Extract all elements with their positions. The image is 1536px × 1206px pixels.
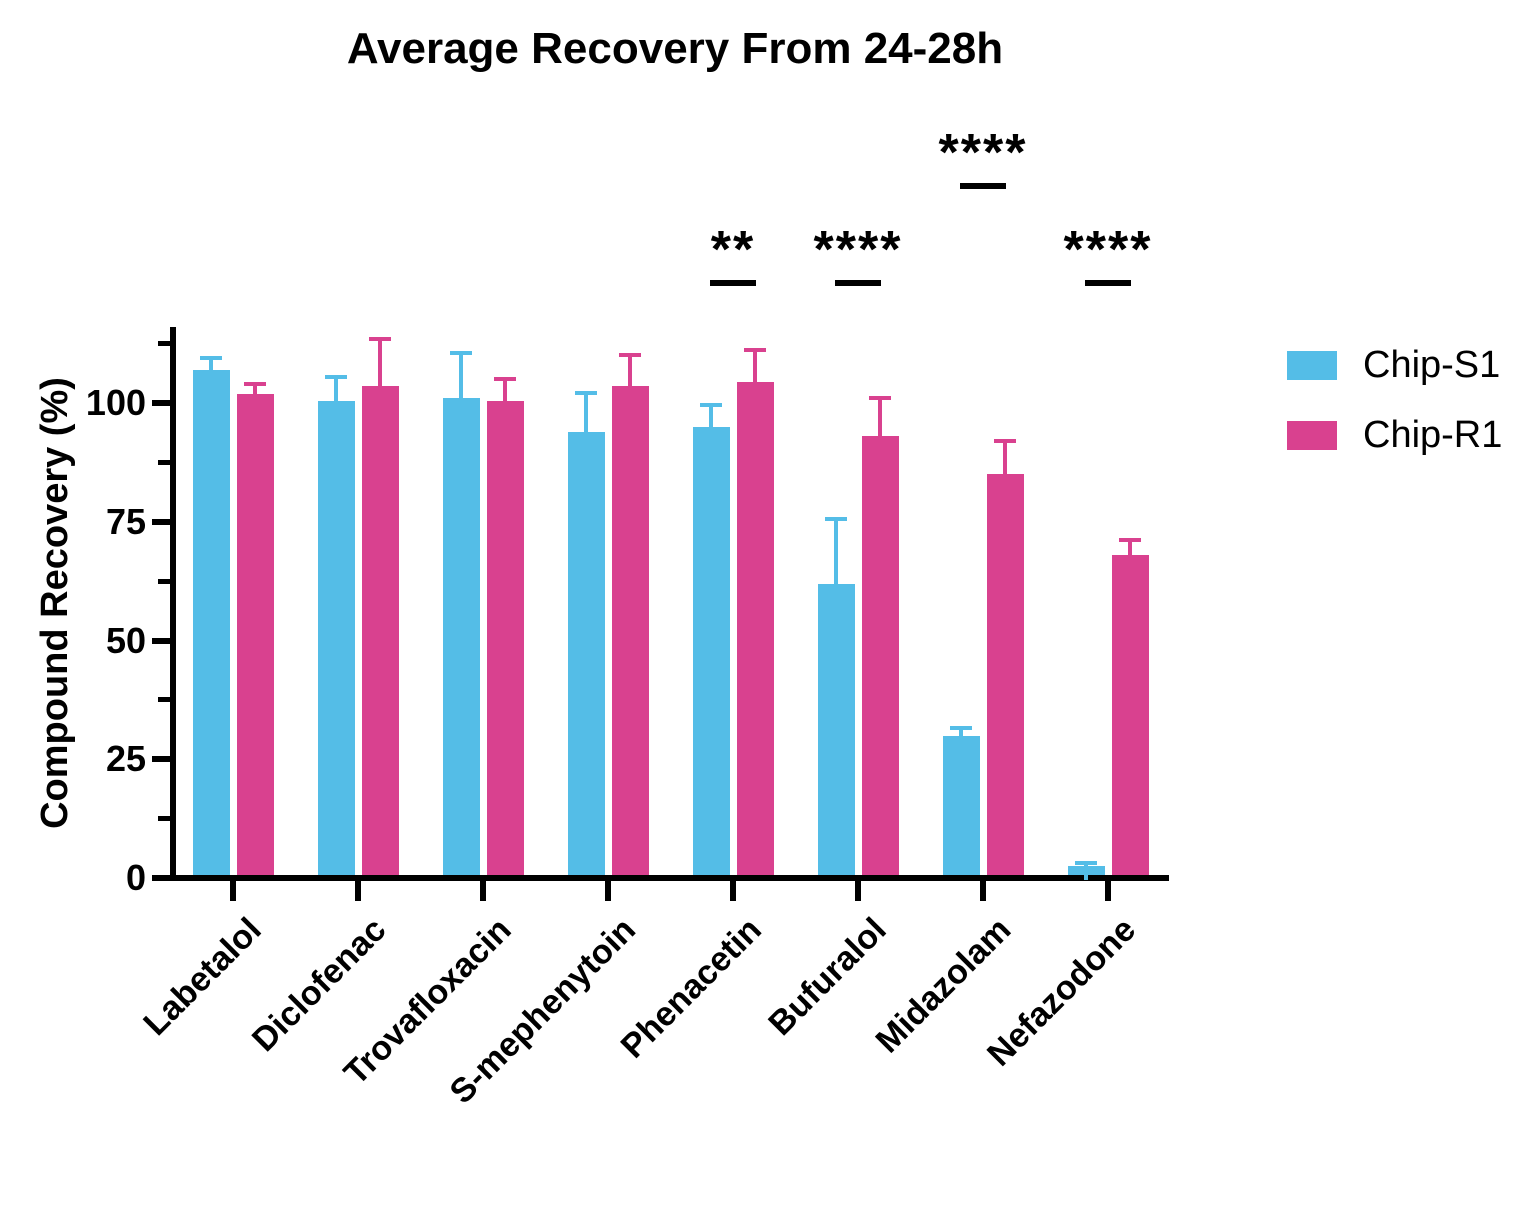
x-tick [1105,881,1111,901]
bar-chip-r1-nefazodone [1111,555,1149,875]
y-tick-label: 25 [105,738,146,780]
error-bar-chip-s1-phenacetin [709,403,713,441]
y-tick-label: 50 [105,619,146,661]
y-major-tick [152,400,170,406]
y-major-tick [152,637,170,644]
legend-swatch-chip-s1 [1287,350,1337,380]
error-cap-chip-r1-nefazodone [1119,538,1141,543]
y-tick-label: 100 [85,382,146,423]
bar-chip-r1-bufuralol [861,436,899,875]
x-axis-line [170,875,1169,881]
y-minor-tick [158,578,170,584]
significance-stars-phenacetin: ** [710,221,756,279]
y-major-tick [152,756,170,763]
error-bar-chip-r1-s-mephenytoin [628,353,632,401]
error-cap-chip-s1-diclofenac [325,374,347,379]
error-cap-chip-s1-labetalol [200,355,222,360]
bar-chip-s1-midazolam [942,735,980,875]
significance-line-midazolam [960,183,1006,189]
error-cap-chip-r1-s-mephenytoin [619,353,641,358]
x-tick [230,881,236,901]
error-bar-chip-r1-trovafloxacin [503,376,507,415]
bar-chip-s1-phenacetin [692,426,730,875]
error-bar-chip-r1-bufuralol [878,395,882,451]
error-cap-chip-s1-nefazodone [1075,861,1097,866]
significance-line-phenacetin [710,280,756,286]
legend-row-chip-r1: Chip-R1 [1287,416,1502,454]
y-tick-label: 75 [105,500,146,542]
legend-label-chip-s1: Chip-S1 [1363,344,1501,386]
error-cap-chip-r1-diclofenac [369,336,391,341]
error-bar-chip-r1-diclofenac [378,336,382,401]
bar-chip-s1-s-mephenytoin [567,431,605,875]
legend-swatch-chip-r1 [1287,420,1337,450]
x-tick [730,881,736,901]
y-major-tick [152,875,170,881]
error-cap-chip-r1-trovafloxacin [494,376,516,381]
y-major-tick [152,518,170,525]
bar-chip-r1-midazolam [986,474,1024,875]
error-cap-chip-s1-s-mephenytoin [575,391,597,396]
error-bar-chip-s1-bufuralol [834,517,838,598]
error-cap-chip-r1-bufuralol [869,395,891,400]
bar-chip-r1-labetalol [236,393,274,875]
x-tick [855,881,861,901]
bar-chip-s1-nefazodone [1067,866,1105,875]
error-bar-chip-s1-diclofenac [334,374,338,415]
bar-chip-r1-trovafloxacin [486,400,524,875]
significance-stars-midazolam: **** [938,124,1028,182]
bar-chip-s1-bufuralol [817,583,855,875]
error-cap-chip-r1-phenacetin [744,348,766,353]
y-minor-tick [158,459,170,465]
bar-chip-r1-phenacetin [736,381,774,875]
y-tick-label: 0 [125,857,146,898]
bar-chip-r1-diclofenac [361,386,399,875]
y-minor-tick [158,341,170,347]
error-bar-chip-s1-s-mephenytoin [584,391,588,446]
y-axis-line [170,327,176,881]
x-category-label-labetalol: Labetalol [136,910,269,1043]
error-cap-chip-r1-midazolam [994,438,1016,443]
bar-chip-r1-s-mephenytoin [611,386,649,875]
legend-label-chip-r1: Chip-R1 [1363,414,1503,456]
significance-stars-bufuralol: **** [813,221,903,279]
bar-chip-s1-labetalol [192,369,230,875]
x-tick [355,881,361,901]
error-bar-chip-s1-trovafloxacin [459,350,463,413]
bar-chip-s1-trovafloxacin [442,398,480,875]
significance-line-nefazodone [1085,280,1131,286]
x-category-label-bufuralol: Bufuralol [761,910,894,1043]
error-bar-chip-s1-labetalol [209,355,213,384]
error-bar-chip-r1-phenacetin [753,348,757,396]
y-minor-tick [158,816,170,822]
error-cap-chip-s1-phenacetin [700,403,722,407]
error-cap-chip-s1-bufuralol [825,517,847,521]
error-cap-chip-s1-trovafloxacin [450,350,472,355]
y-minor-tick [158,697,170,703]
error-bar-chip-r1-midazolam [1003,438,1007,489]
x-tick [605,881,611,901]
chart-title: Average Recovery From 24-28h [346,24,1004,73]
bar-chip-s1-diclofenac [317,400,355,875]
error-cap-chip-s1-midazolam [950,726,972,730]
x-tick [980,881,986,901]
x-tick [480,881,486,901]
error-bar-chip-r1-nefazodone [1128,538,1132,569]
legend: Chip-S1 Chip-R1 [1287,346,1502,486]
error-cap-chip-r1-labetalol [244,381,266,386]
significance-stars-nefazodone: **** [1063,221,1153,279]
significance-line-bufuralol [835,280,881,286]
legend-row-chip-s1: Chip-S1 [1287,346,1502,384]
